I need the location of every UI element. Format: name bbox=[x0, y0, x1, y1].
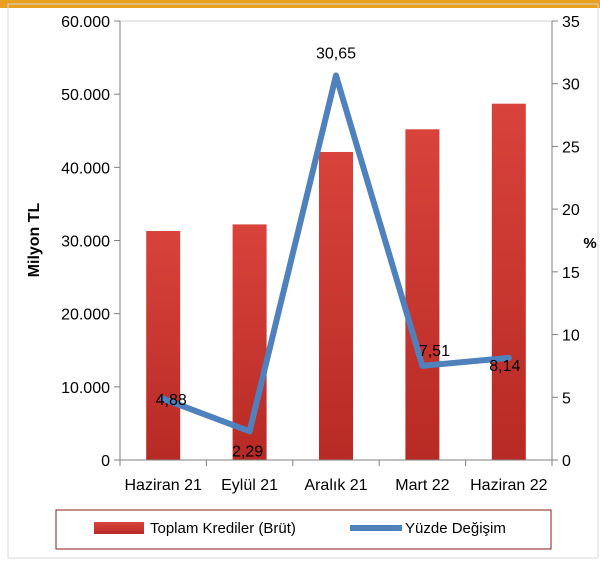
bar-3 bbox=[319, 151, 353, 461]
line-point-4 bbox=[419, 362, 426, 369]
line-series bbox=[160, 72, 512, 435]
y2-tick-label: 30 bbox=[562, 77, 580, 94]
y2-tick-label: 25 bbox=[562, 139, 580, 156]
y2-tick-label: 0 bbox=[562, 453, 571, 470]
data-label-1: 4,88 bbox=[156, 392, 187, 409]
data-label-3: 30,65 bbox=[316, 46, 356, 63]
data-label-5: 8,14 bbox=[489, 358, 520, 375]
y-tick-label: 30.000 bbox=[61, 234, 110, 251]
y-tick-label: 40.000 bbox=[61, 160, 110, 177]
chart-area-border bbox=[7, 3, 599, 559]
axes: 0 10.000 20.000 30.000 40.000 50.000 60.000 0 5 1… bbox=[61, 14, 580, 494]
data-label-2: 2,29 bbox=[232, 443, 263, 460]
y2-tick-label: 35 bbox=[562, 14, 580, 31]
y-tick-label: 20.000 bbox=[61, 307, 110, 324]
line-point-3 bbox=[333, 72, 339, 79]
legend-bar-label: Toplam Krediler (Brüt) bbox=[150, 520, 296, 537]
data-label-4: 7,51 bbox=[419, 343, 450, 360]
x-tick-label: Mart 22 bbox=[395, 477, 449, 494]
x-tick-label: Haziran 21 bbox=[125, 477, 202, 494]
y-tick-label: 10.000 bbox=[61, 380, 110, 397]
legend-box bbox=[55, 509, 552, 550]
line-point-5 bbox=[505, 354, 512, 361]
x-tick-label: Haziran 22 bbox=[470, 477, 547, 494]
bar-4 bbox=[405, 129, 440, 460]
y-tick-label: 0 bbox=[101, 453, 110, 470]
x-tick-label: Eylül 21 bbox=[221, 477, 278, 494]
y-tick-label: 60.000 bbox=[61, 14, 110, 31]
y2-tick-label: 20 bbox=[562, 202, 580, 219]
bar-1 bbox=[146, 230, 181, 460]
bar-series bbox=[146, 103, 526, 461]
y2-axis-title: % bbox=[583, 235, 596, 252]
legend-line-label: Yüzde Değişim bbox=[405, 520, 506, 537]
y2-tick-label: 10 bbox=[562, 328, 580, 345]
y-axis-title: Milyon TL bbox=[26, 202, 43, 277]
line-point-1 bbox=[160, 395, 167, 402]
legend-bar-swatch bbox=[94, 522, 144, 534]
x-tick-label: Aralık 21 bbox=[304, 477, 367, 494]
bar-5 bbox=[491, 103, 526, 460]
y2-tick-label: 5 bbox=[562, 390, 571, 407]
legend: Toplam Krediler (Brüt) Yüzde Değişim bbox=[55, 509, 552, 550]
line-point-2 bbox=[246, 428, 253, 435]
y2-tick-label: 15 bbox=[562, 265, 580, 282]
y-tick-label: 50.000 bbox=[61, 87, 110, 104]
data-labels: 4,88 2,29 30,65 7,51 8,14 bbox=[156, 46, 521, 461]
